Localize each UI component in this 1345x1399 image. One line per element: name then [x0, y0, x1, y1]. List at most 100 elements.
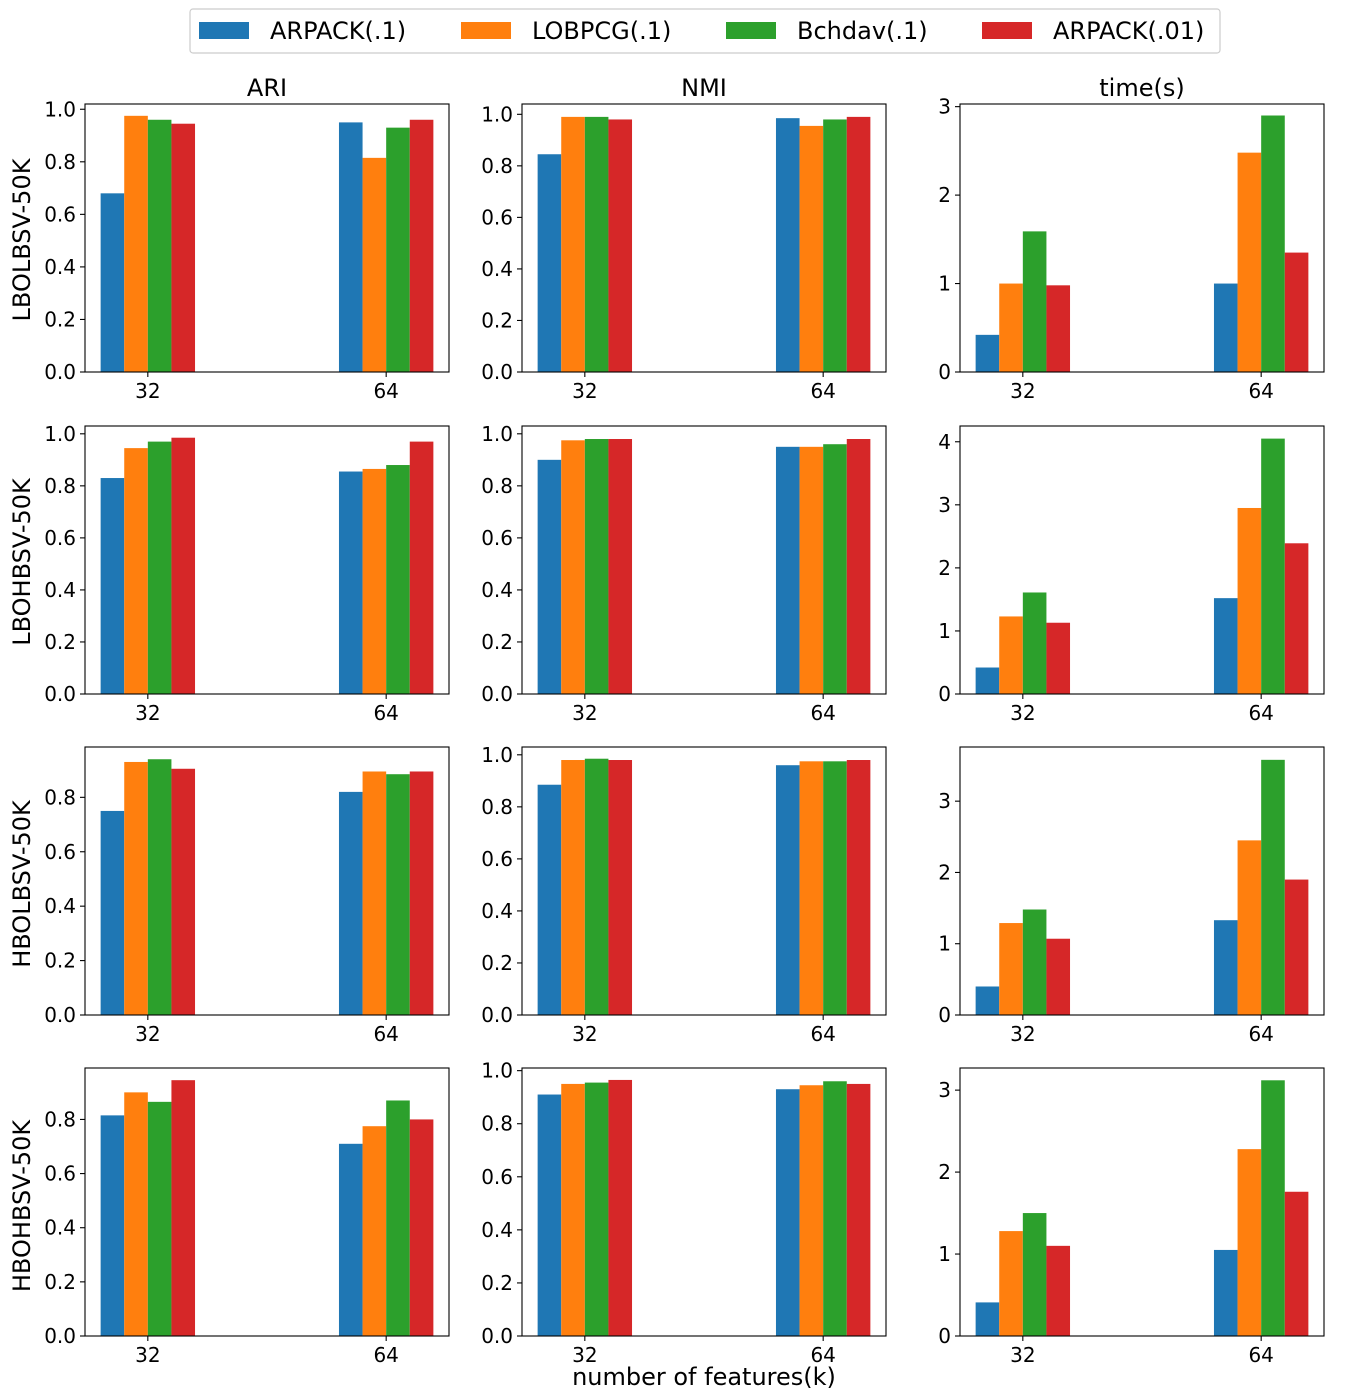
- bar-arpack-01-64: [409, 119, 434, 372]
- axes-frame: [959, 425, 1325, 695]
- legend-frame: [189, 8, 1221, 54]
- bar-arpack-1-32: [537, 154, 562, 372]
- y-tick-label: 1.0: [481, 102, 513, 126]
- legend-swatch-lobpcg-1: [461, 22, 511, 39]
- bar-arpack-1-32: [100, 810, 125, 1015]
- bar-arpack-01-32: [171, 123, 196, 373]
- y-tick-label: 0.8: [481, 154, 513, 178]
- bar-arpack-1-64: [775, 1089, 800, 1336]
- bar-arpack-1-32: [100, 193, 125, 372]
- y-tick-label: 1.0: [44, 422, 76, 446]
- y-tick-label: 0.2: [481, 630, 513, 654]
- y-tick-label: 3: [938, 789, 951, 813]
- legend: ARPACK(.1) LOBPCG(.1) Bchdav(.1) ARPACK(…: [189, 8, 1221, 54]
- legend-label-arpack-1: ARPACK(.1): [270, 17, 406, 45]
- y-tick-label: 0.6: [44, 1162, 76, 1186]
- y-tick-label: 1.0: [44, 97, 76, 121]
- subplot-r1-c0: 0.0 0.2 0.4 0.6 0.8 1.0 32 64: [44, 422, 450, 725]
- y-tick-label: 0: [938, 682, 951, 706]
- y-tick-label: 0.6: [44, 202, 76, 226]
- bar-lobpcg-1-64: [799, 761, 824, 1015]
- axes-frame: [959, 746, 1325, 1016]
- y-tick-label: 0.0: [481, 682, 513, 706]
- bar-arpack-1-64: [1213, 283, 1238, 372]
- y-tick-label: 1: [938, 272, 951, 296]
- y-tick-label: 0.6: [481, 1165, 513, 1189]
- bar-bchdav-1-32: [584, 758, 609, 1015]
- y-tick-label: 0.2: [481, 951, 513, 975]
- axes-frame: [521, 425, 887, 695]
- y-tick-label: 0.8: [44, 474, 76, 498]
- bar-bchdav-1-64: [386, 774, 410, 1015]
- bar-bchdav-1-64: [1261, 1080, 1285, 1336]
- bar-arpack-1-32: [537, 784, 562, 1015]
- axes-frame: [84, 103, 450, 373]
- bar-bchdav-1-64: [1261, 759, 1285, 1015]
- bar-arpack-1-64: [775, 446, 800, 694]
- y-tick-label: 1.0: [481, 422, 513, 446]
- y-tick-label: 0.4: [44, 578, 76, 602]
- bar-arpack-01-64: [1284, 543, 1309, 694]
- bar-arpack-01-64: [846, 439, 871, 694]
- bar-arpack-1-64: [338, 791, 363, 1015]
- x-axis-label: number of features(k): [572, 1363, 836, 1391]
- y-tick-label: 0.6: [44, 840, 76, 864]
- bar-arpack-1-32: [975, 667, 1000, 694]
- y-tick-label: 0.4: [44, 255, 76, 279]
- bar-bchdav-1-32: [1022, 592, 1047, 694]
- bar-arpack-01-32: [1046, 1245, 1071, 1336]
- bar-arpack-1-64: [338, 1143, 363, 1336]
- y-tick-label: 0.2: [44, 307, 76, 331]
- x-tick-label: 32: [135, 379, 160, 403]
- row-label-lbohbsv: LBOHBSV-50K: [8, 477, 36, 646]
- subplot-grid: 0.00.20.40.60.81.032 640.00.20.40.60.81.0…: [44, 95, 1325, 1367]
- bar-arpack-01-32: [171, 1080, 196, 1336]
- bar-arpack-01-64: [1284, 879, 1309, 1015]
- bar-arpack-1-32: [100, 1115, 125, 1336]
- bar-bchdav-1-32: [584, 1082, 609, 1336]
- x-tick-label: 32: [1010, 1343, 1035, 1367]
- legend-swatch-arpack-1: [199, 22, 249, 39]
- bar-bchdav-1-64: [1261, 438, 1285, 694]
- bar-lobpcg-1-32: [999, 616, 1023, 694]
- bar-arpack-1-32: [975, 986, 1000, 1015]
- y-tick-label: 0.2: [481, 308, 513, 332]
- axes-frame: [959, 1067, 1325, 1337]
- subplot-r1-c1: 0.0 0.2 0.4 0.6 0.8 1.0 32 64: [481, 422, 887, 725]
- x-tick-label: 64: [810, 1343, 835, 1367]
- bar-arpack-01-32: [608, 1079, 633, 1336]
- subplot-r0-c1: 0.0 0.2 0.4 0.6 0.8 1.0 32 64: [481, 102, 887, 403]
- bar-lobpcg-1-32: [124, 115, 148, 372]
- y-tick-label: 2: [938, 1160, 951, 1184]
- bar-lobpcg-1-64: [362, 468, 387, 694]
- bar-lobpcg-1-32: [561, 1083, 585, 1336]
- x-tick-label: 32: [1010, 701, 1035, 725]
- x-tick-label: 32: [572, 1343, 597, 1367]
- bar-bchdav-1-32: [147, 759, 172, 1015]
- y-tick-label: 2: [938, 556, 951, 580]
- y-tick-label: 0.6: [481, 205, 513, 229]
- y-tick-label: 0.0: [44, 682, 76, 706]
- y-tick-label: 1.0: [481, 743, 513, 767]
- y-tick-label: 0: [938, 360, 951, 384]
- bar-bchdav-1-32: [147, 119, 172, 372]
- bar-arpack-1-64: [1213, 1249, 1238, 1336]
- y-tick-label: 2: [938, 860, 951, 884]
- bar-lobpcg-1-64: [1237, 1149, 1262, 1336]
- column-title-ari: ARI: [247, 74, 287, 102]
- y-tick-label: 1.0: [481, 1059, 513, 1083]
- subplot-r3-c2: 0 1 2 3 32 64: [938, 1067, 1325, 1367]
- y-tick-label: 0.6: [44, 526, 76, 550]
- y-tick-label: 0.4: [44, 1216, 76, 1240]
- y-tick-label: 0: [938, 1324, 951, 1348]
- y-tick-label: 0.2: [44, 1270, 76, 1294]
- y-tick-label: 0.0: [44, 360, 76, 384]
- y-tick-label: 4: [938, 430, 951, 454]
- y-tick-label: 0.2: [481, 1271, 513, 1295]
- bar-arpack-1-64: [338, 471, 363, 694]
- bar-arpack-01-64: [409, 1119, 434, 1336]
- x-tick-label: 64: [810, 701, 835, 725]
- x-tick-label: 64: [373, 379, 398, 403]
- y-tick-label: 0.0: [44, 1003, 76, 1027]
- x-tick-label: 32: [135, 1022, 160, 1046]
